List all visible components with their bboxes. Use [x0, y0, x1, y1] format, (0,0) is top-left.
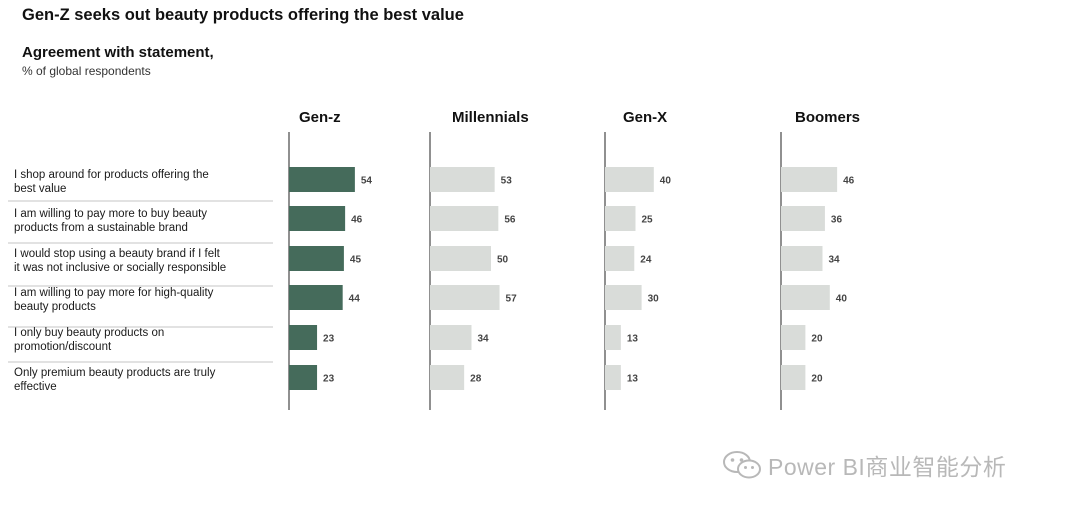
value-label: 23	[323, 334, 335, 345]
value-label: 20	[811, 374, 823, 385]
category-label: I shop around for products offering the b…	[14, 169, 209, 195]
value-label: 30	[648, 294, 660, 305]
value-label: 34	[828, 255, 840, 266]
value-label: 56	[504, 215, 516, 226]
bar	[605, 365, 621, 390]
value-label: 34	[477, 334, 489, 345]
bar	[605, 167, 654, 192]
bar	[781, 285, 830, 310]
bar	[430, 325, 472, 350]
series-header: Gen-X	[623, 109, 667, 126]
category-label: Only premium beauty products are truly ef…	[14, 367, 216, 393]
value-label: 20	[811, 334, 823, 345]
category-label: I am willing to pay more for high-qualit…	[14, 287, 214, 313]
value-label: 45	[350, 255, 362, 266]
value-label: 25	[642, 215, 654, 226]
chart-title: Gen-Z seeks out beauty products offering…	[22, 6, 464, 24]
bar	[430, 167, 495, 192]
bar	[289, 285, 343, 310]
bar	[781, 206, 825, 231]
bar	[430, 285, 500, 310]
bar	[289, 325, 318, 350]
value-label: 54	[361, 176, 373, 187]
chart-subtitle: Agreement with statement,	[22, 44, 214, 61]
value-label: 53	[501, 176, 513, 187]
value-label: 28	[470, 374, 482, 385]
series-header: Gen-z	[299, 109, 341, 126]
value-label: 57	[506, 294, 518, 305]
bar	[430, 246, 491, 271]
value-label: 23	[323, 374, 335, 385]
category-label: I only buy beauty products on promotion/d…	[14, 327, 164, 353]
bar	[605, 206, 636, 231]
bar	[430, 365, 465, 390]
bar	[781, 246, 823, 271]
value-label: 50	[497, 255, 509, 266]
bar	[289, 365, 318, 390]
watermark: Power BI商业智能分析	[722, 448, 1006, 482]
category-label: I am willing to pay more to buy beauty pr…	[14, 208, 207, 234]
bar	[605, 325, 621, 350]
bar	[430, 206, 499, 231]
value-label: 40	[836, 294, 848, 305]
value-label: 13	[627, 374, 639, 385]
value-label: 44	[349, 294, 361, 305]
unit-label: % of global respondents	[22, 64, 151, 78]
bar	[781, 365, 806, 390]
bar	[781, 167, 838, 192]
value-label: 46	[351, 215, 363, 226]
bar-chart: I shop around for products offering the b…	[8, 109, 860, 410]
bar	[289, 246, 344, 271]
series-header: Boomers	[795, 109, 860, 126]
wechat-icon	[723, 451, 761, 479]
watermark-text: Power BI商业智能分析	[768, 454, 1007, 480]
value-label: 46	[843, 176, 855, 187]
bar	[605, 285, 642, 310]
series-header: Millennials	[452, 109, 529, 126]
bar	[289, 206, 346, 231]
category-label: I would stop using a beauty brand if I f…	[14, 248, 226, 274]
bar	[289, 167, 355, 192]
value-label: 40	[660, 176, 672, 187]
bar	[781, 325, 806, 350]
value-label: 24	[640, 255, 652, 266]
bar	[605, 246, 635, 271]
value-label: 13	[627, 334, 639, 345]
value-label: 36	[831, 215, 843, 226]
